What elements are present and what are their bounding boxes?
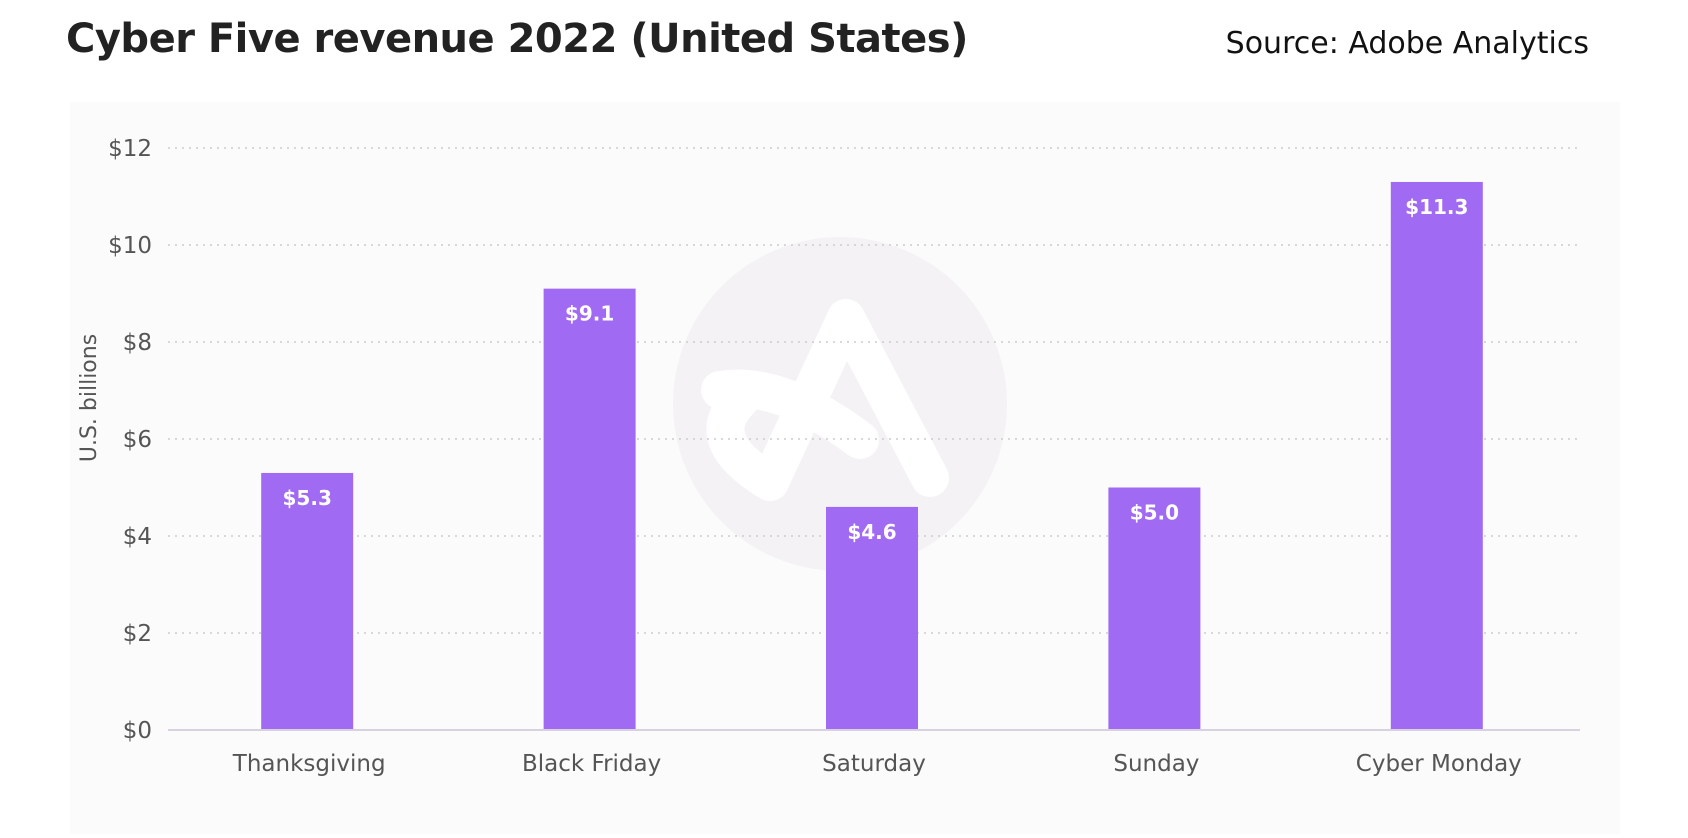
- y-tick-label: $4: [123, 524, 152, 550]
- x-tick-label: Cyber Monday: [1356, 751, 1522, 777]
- adobe-analytics-logo-icon: [673, 237, 1007, 571]
- bars: $5.3 $9.1 $4.6 $5.0 $11.3: [261, 181, 1483, 730]
- y-tick-label: $2: [123, 621, 152, 647]
- source-note: Source: Adobe Analytics: [1225, 26, 1589, 61]
- chart-title: Cyber Five revenue 2022 (United States): [66, 16, 968, 62]
- y-tick-label: $8: [123, 330, 152, 356]
- y-tick-label: $6: [123, 427, 152, 453]
- y-axis-ticks: $0 $2 $4 $6 $8 $10 $12: [108, 136, 152, 744]
- y-axis-label: U.S. billions: [77, 334, 102, 462]
- bar: [1108, 487, 1201, 730]
- bar-value-label: $11.3: [1405, 195, 1468, 219]
- x-tick-label: Black Friday: [522, 751, 661, 777]
- bar-value-label: $4.6: [847, 520, 896, 544]
- bar-value-label: $5.0: [1130, 501, 1179, 525]
- bar-value-label: $5.3: [283, 486, 332, 510]
- y-tick-label: $0: [123, 718, 152, 744]
- bar: [1390, 181, 1483, 730]
- y-tick-label: $10: [108, 233, 152, 259]
- bar-value-label: $9.1: [565, 302, 614, 326]
- y-tick-label: $12: [108, 136, 152, 162]
- x-tick-label: Saturday: [822, 751, 926, 777]
- x-axis-labels: Thanksgiving Black Friday Saturday Sunday Cy…: [232, 751, 1522, 777]
- gridlines: [168, 147, 1580, 634]
- x-tick-label: Thanksgiving: [232, 751, 386, 777]
- bar: [826, 506, 918, 730]
- bar: [261, 472, 354, 730]
- bar: [543, 288, 636, 730]
- x-tick-label: Sunday: [1113, 751, 1199, 777]
